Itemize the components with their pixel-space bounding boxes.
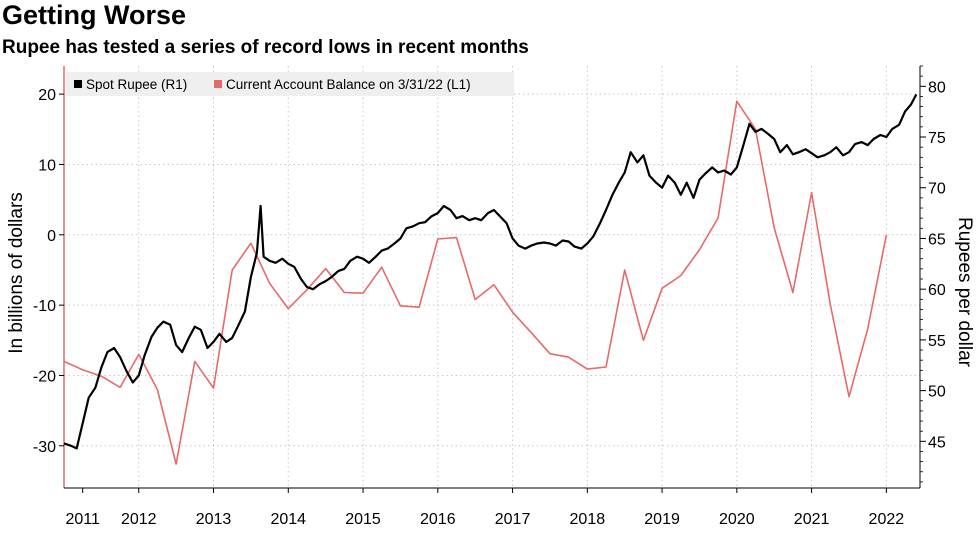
legend: Spot Rupee (R1) Current Account Balance …: [66, 72, 514, 96]
x-tick-label: 2018: [570, 511, 606, 528]
right-tick-label: 80: [928, 79, 946, 96]
right-tick-label: 50: [928, 384, 946, 401]
left-tick-label: -20: [33, 368, 56, 385]
legend-label-current-account: Current Account Balance on 3/31/22 (L1): [226, 77, 471, 92]
x-tick-label: 2016: [420, 511, 456, 528]
right-tick-label: 45: [928, 434, 946, 451]
x-tick-label: 2022: [869, 511, 905, 528]
chart-title: Getting Worse: [2, 0, 187, 30]
x-tick-label: 2021: [794, 511, 830, 528]
x-axis-ticks: 2011 2012 2013 2014 2015 2016 2017 2018 2019 2020…: [65, 488, 904, 528]
left-tick-label: 10: [38, 157, 56, 174]
left-tick-label: -30: [33, 439, 56, 456]
right-tick-label: 75: [928, 130, 946, 147]
left-tick-label: -10: [33, 298, 56, 315]
x-tick-label: 2015: [345, 511, 381, 528]
right-tick-label: 60: [928, 282, 946, 299]
right-tick-label: 55: [928, 333, 946, 350]
x-tick-label: 2013: [196, 511, 232, 528]
x-tick-label: 2014: [270, 511, 306, 528]
right-tick-label: 70: [928, 181, 946, 198]
legend-label-spot-rupee: Spot Rupee (R1): [86, 77, 187, 92]
right-tick-label: 65: [928, 231, 946, 248]
x-tick-label: 2012: [121, 511, 157, 528]
left-axis-title: In billions of dollars: [6, 192, 27, 354]
left-axis-ticks: -30 -20 -10 0 10 20: [33, 87, 64, 456]
x-tick-label: 2020: [719, 511, 755, 528]
chart-subtitle: Rupee has tested a series of record lows…: [2, 37, 529, 58]
series: [63, 93, 918, 465]
right-axis-title: Rupees per dollar: [954, 217, 975, 368]
series-line-spot-rupee: [63, 93, 918, 450]
x-tick-label: 2017: [495, 511, 531, 528]
x-tick-label: 2019: [644, 511, 680, 528]
x-tick-label: 2011: [65, 511, 100, 528]
left-tick-label: 20: [38, 87, 56, 104]
legend-background: [66, 72, 514, 96]
left-tick-label: 0: [47, 228, 56, 245]
grid: [64, 66, 920, 488]
series-line-current-account: [63, 100, 888, 465]
legend-swatch-current-account: [214, 80, 222, 88]
legend-swatch-spot-rupee: [74, 80, 82, 88]
right-axis-ticks: 45 50 55 60 65 70 75 80: [920, 65, 946, 483]
axes: [63, 66, 921, 489]
